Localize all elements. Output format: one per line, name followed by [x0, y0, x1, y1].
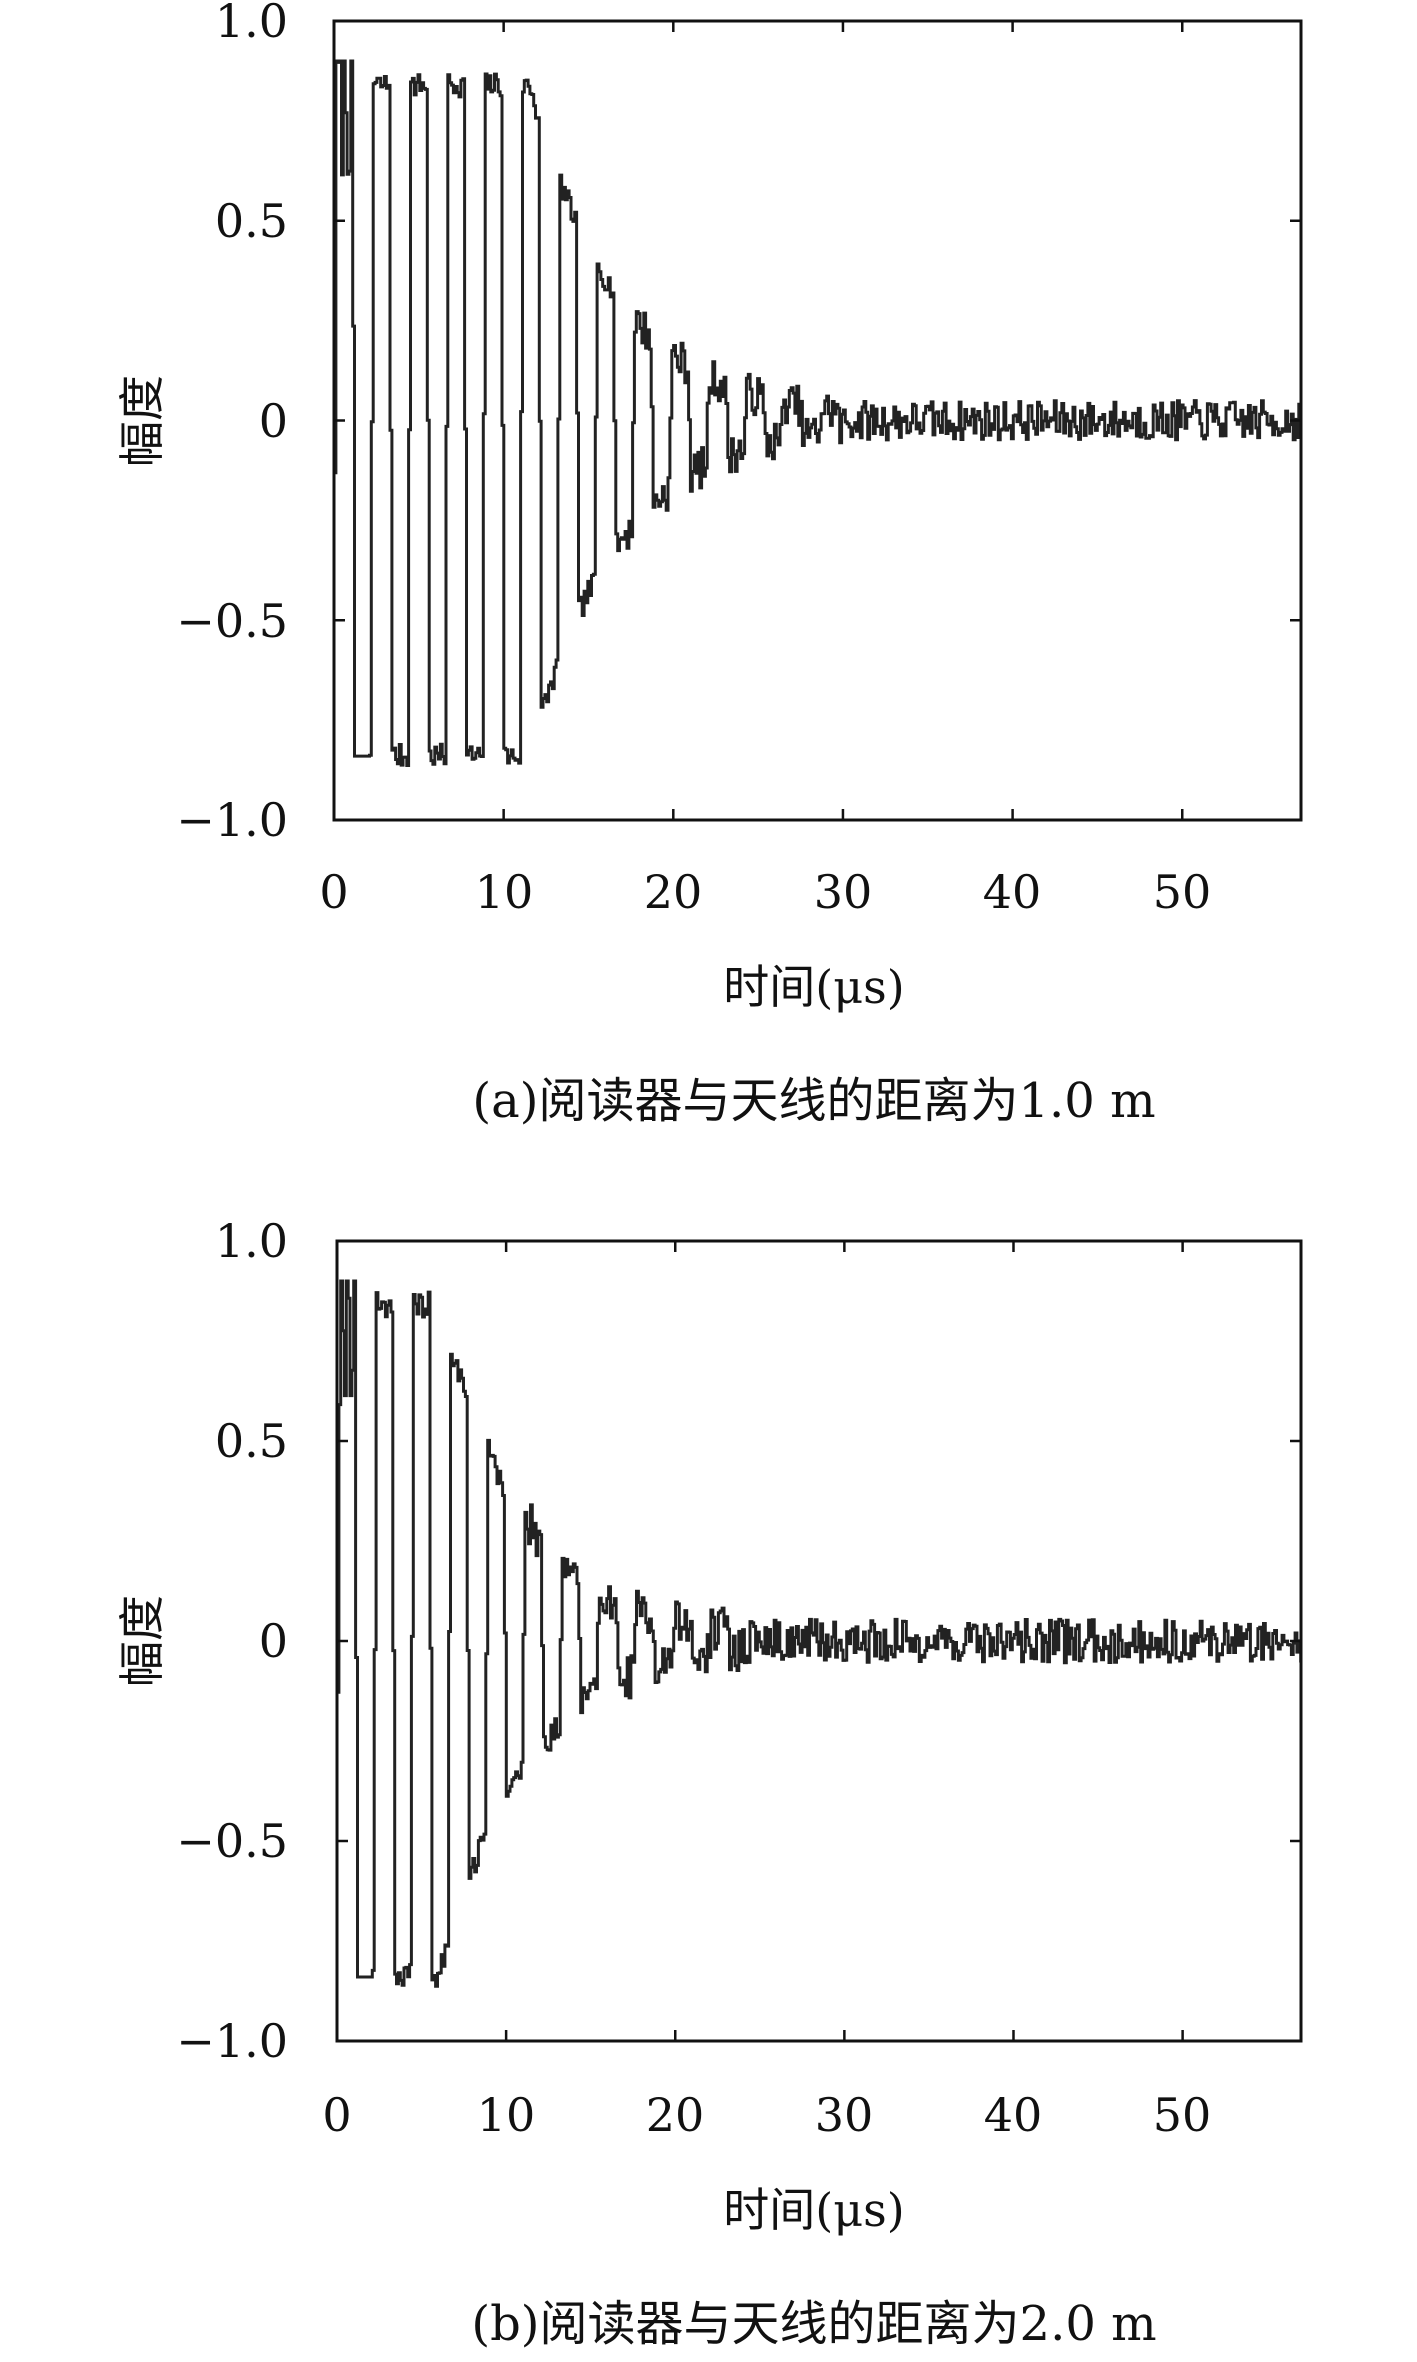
xtick-label-b-3: 30	[815, 2088, 874, 2142]
xtick-label-a-0: 0	[319, 865, 348, 919]
panel-b: 1.0 0.5 0 −0.5 −1.0 0 10 20 30 40 50 幅度 …	[115, 1214, 1303, 2352]
ytick-label-b-2: 0	[259, 1614, 288, 1668]
ytick-label-b-1: 0.5	[215, 1414, 288, 1468]
y-tick-labels-a: 1.0 0.5 0 −0.5 −1.0	[176, 0, 288, 847]
ytick-label-a-4: −1.0	[176, 793, 288, 847]
ytick-label-a-0: 1.0	[215, 0, 288, 48]
ticks-b	[335, 1239, 1301, 2043]
xtick-label-b-0: 0	[322, 2088, 351, 2142]
ticks-a	[332, 19, 1301, 822]
panel-a: 1.0 0.5 0 −0.5 −1.0 0 10 20 30 40 50 幅度 …	[115, 0, 1303, 1129]
xtick-label-b-4: 40	[984, 2088, 1043, 2142]
ytick-label-a-1: 0.5	[215, 194, 288, 248]
xtick-label-a-5: 50	[1153, 865, 1212, 919]
ytick-label-b-0: 1.0	[215, 1214, 288, 1268]
waveform-a	[334, 59, 1303, 767]
xtick-label-a-4: 40	[983, 865, 1042, 919]
xtick-label-b-5: 50	[1153, 2088, 1212, 2142]
xtick-label-a-1: 10	[475, 865, 534, 919]
ytick-label-b-3: −0.5	[176, 1814, 288, 1868]
xtick-label-b-1: 10	[477, 2088, 536, 2142]
xtick-label-a-3: 30	[814, 865, 873, 919]
caption-a: (a)阅读器与天线的距离为1.0 m	[472, 1073, 1155, 1129]
x-axis-label-a: 时间(μs)	[723, 960, 904, 1014]
y-axis-label-a: 幅度	[115, 375, 169, 467]
x-tick-labels-a: 0 10 20 30 40 50	[319, 865, 1211, 919]
ytick-label-a-3: −0.5	[176, 594, 288, 648]
ytick-label-b-4: −1.0	[176, 2014, 288, 2068]
waveform-b	[337, 1279, 1303, 1988]
y-tick-labels-b: 1.0 0.5 0 −0.5 −1.0	[176, 1214, 288, 2068]
x-tick-labels-b: 0 10 20 30 40 50	[322, 2088, 1211, 2142]
xtick-label-a-2: 20	[644, 865, 703, 919]
caption-b: (b)阅读器与天线的距离为2.0 m	[471, 2296, 1156, 2352]
xtick-label-b-2: 20	[646, 2088, 705, 2142]
y-axis-label-b: 幅度	[115, 1595, 169, 1687]
ytick-label-a-2: 0	[259, 394, 288, 448]
x-axis-label-b: 时间(μs)	[723, 2183, 904, 2237]
